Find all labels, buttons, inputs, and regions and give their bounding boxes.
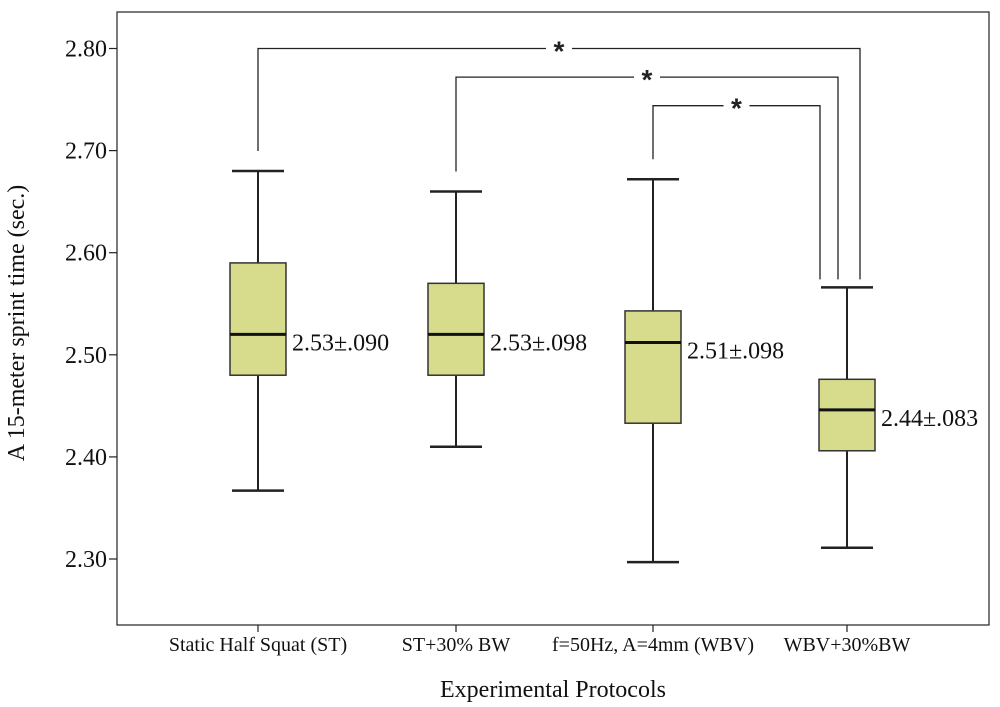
x-axis: Static Half Squat (ST) ST+30% BW f=50Hz, A… [169,625,911,656]
significance-bracket: * [652,93,821,280]
y-tick-label: 2.70 [65,139,107,165]
y-tick-label: 2.60 [65,241,107,267]
iqr-box [624,310,682,424]
y-axis-title: A 15-meter sprint time (sec.) [4,185,30,462]
marker-bg [634,65,660,90]
y-axis: 2.30 2.40 2.50 2.60 2.70 2.80 [65,37,117,573]
x-category-label: Static Half Squat (ST) [169,634,347,656]
significance-marker: * [731,93,742,124]
plot-frame [116,11,990,626]
significance-marker: * [642,64,653,95]
iqr-box [427,282,485,376]
y-tick-label: 2.30 [65,547,107,573]
significance-brackets: * * * [257,36,861,280]
bracket-line [257,47,861,280]
iqr-box [818,378,876,452]
mean-sd-label: 2.53±.098 [490,330,587,356]
box-group: 2.53±.090 [229,169,389,492]
marker-bg [723,93,750,118]
x-axis-title: Experimental Protocols [440,677,666,703]
significance-marker: * [554,36,565,67]
box-group: 2.44±.083 [818,286,978,550]
mean-sd-label: 2.44±.083 [881,406,978,432]
bracket-line [652,105,821,280]
iqr-box [229,262,287,376]
y-tick-label: 2.80 [65,37,107,63]
box-group: 2.53±.098 [427,190,587,448]
x-category-label: ST+30% BW [402,634,511,656]
boxes-layer: 2.53±.090 2.53±.098 2.51±.098 2.44±.083 [229,169,978,564]
mean-sd-label: 2.53±.090 [292,330,389,356]
y-tick-label: 2.40 [65,445,107,471]
marker-bg [546,36,572,61]
x-category-label: f=50Hz, A=4mm (WBV) [552,634,754,656]
mean-sd-label: 2.51±.098 [687,339,784,365]
x-category-label: WBV+30%BW [784,634,911,656]
y-tick-label: 2.50 [65,343,107,369]
box-group: 2.51±.098 [624,177,784,564]
significance-bracket: * [455,64,839,280]
significance-bracket: * [257,36,861,280]
